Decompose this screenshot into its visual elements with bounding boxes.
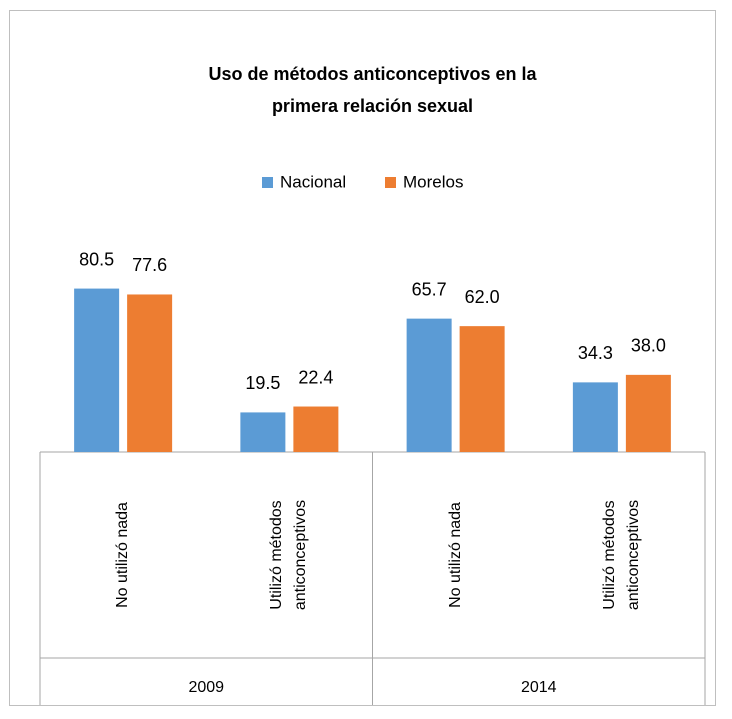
x-tick-label: No utilizó nada <box>446 502 464 608</box>
data-label: 80.5 <box>79 249 114 269</box>
legend-swatch <box>385 177 396 188</box>
data-label: 62.0 <box>465 287 500 307</box>
legend-label: Nacional <box>280 172 346 191</box>
data-label: 38.0 <box>631 336 666 356</box>
x-tick-label: Utilizó métodos anticonceptivos <box>600 499 642 611</box>
chart-title: Uso de métodos anticonceptivos en la pri… <box>208 64 537 116</box>
data-label: 65.7 <box>412 279 447 299</box>
bar <box>572 382 618 452</box>
data-label: 22.4 <box>298 367 333 387</box>
legend-label: Morelos <box>403 172 463 191</box>
title-box: Uso de métodos anticonceptivos en la pri… <box>208 64 537 116</box>
bar <box>127 294 173 452</box>
data-label: 19.5 <box>245 373 280 393</box>
bar <box>625 374 671 452</box>
bar <box>406 318 452 452</box>
group-label: 2014 <box>521 679 557 696</box>
bar <box>240 412 286 452</box>
x-tick-label: No utilizó nada <box>114 502 132 608</box>
bar <box>293 406 339 452</box>
data-label: 34.3 <box>578 343 613 363</box>
x-tick-label: Utilizó métodos anticonceptivos <box>268 499 310 611</box>
data-label: 77.6 <box>132 255 167 275</box>
bar <box>459 326 505 452</box>
legend-swatch <box>262 177 273 188</box>
group-label: 2009 <box>188 679 224 696</box>
bar <box>74 288 120 452</box>
